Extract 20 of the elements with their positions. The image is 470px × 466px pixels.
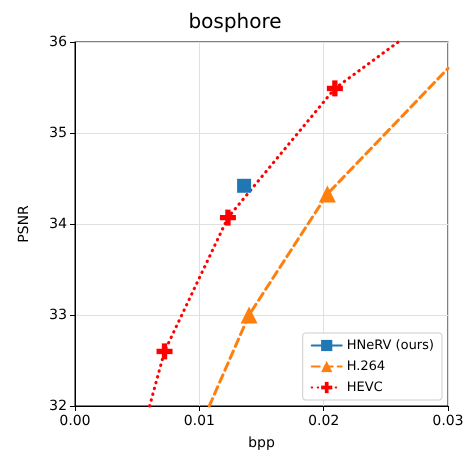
y-tick-label: 33 [49,307,67,323]
legend-label: HEVC [346,380,383,395]
x-tick-label: 0.00 [59,413,91,429]
point [326,80,343,96]
y-axis-title: PSNR [16,204,32,243]
chart-title: bosphore [188,9,282,33]
legend-label: HNeRV (ours) [346,338,434,353]
y-tick-label: 34 [49,216,68,232]
x-tick-label: 0.03 [432,413,464,429]
line-series [208,66,450,408]
y-tick-label: 36 [49,34,68,50]
point [237,178,252,193]
y-tick-label: 32 [49,398,67,414]
y-tick-label: 35 [49,125,67,141]
x-tick-label: 0.02 [308,413,340,429]
point [156,343,173,360]
x-axis-title: bpp [248,435,275,451]
x-tick-label: 0.01 [184,413,215,429]
legend-label: H.264 [346,359,386,374]
point [220,210,236,226]
